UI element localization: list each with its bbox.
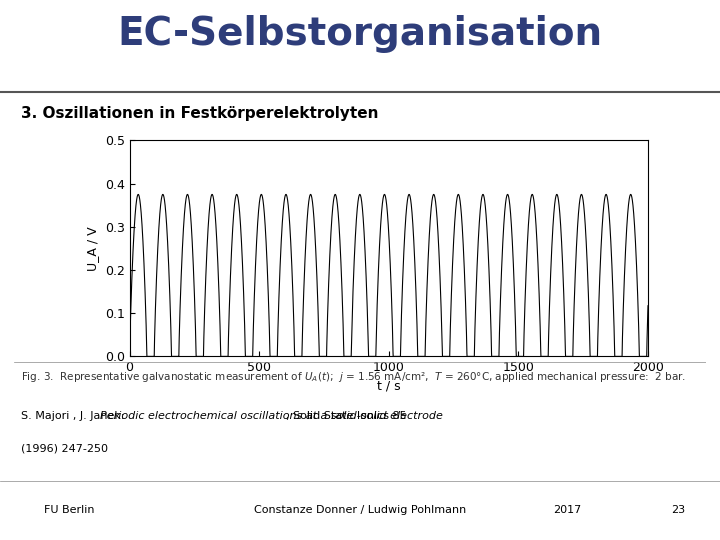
Text: , Solid State Ionics 85: , Solid State Ionics 85 — [286, 411, 407, 421]
Y-axis label: U_A / V: U_A / V — [86, 226, 99, 271]
Text: FU Berlin: FU Berlin — [45, 505, 95, 515]
Text: (1996) 247-250: (1996) 247-250 — [22, 443, 108, 453]
Text: Periodic electrochemical oscillations at a solid-solid electrode: Periodic electrochemical oscillations at… — [100, 411, 444, 421]
Text: 23: 23 — [671, 505, 685, 515]
Text: S. Majori , J. Janek:: S. Majori , J. Janek: — [22, 411, 128, 421]
Text: Fig. 3.  Representative galvanostatic measurement of $U_{A}(t)$;  $j$ = 1.56 mA/: Fig. 3. Representative galvanostatic mea… — [22, 370, 686, 384]
Text: EC-Selbstorganisation: EC-Selbstorganisation — [117, 15, 603, 53]
X-axis label: t / s: t / s — [377, 380, 400, 393]
Text: 2017: 2017 — [553, 505, 582, 515]
Text: Constanze Donner / Ludwig Pohlmann: Constanze Donner / Ludwig Pohlmann — [254, 505, 466, 515]
Text: 3. Oszillationen in Festkörperelektrolyten: 3. Oszillationen in Festkörperelektrolyt… — [22, 106, 379, 121]
